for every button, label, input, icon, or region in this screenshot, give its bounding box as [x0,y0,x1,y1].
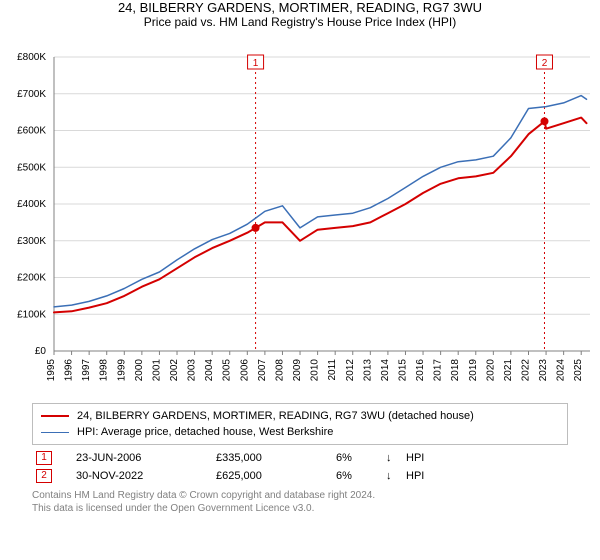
svg-text:£600K: £600K [17,126,46,137]
svg-text:£300K: £300K [17,236,46,247]
svg-text:2011: 2011 [327,359,338,381]
svg-text:2021: 2021 [503,359,514,382]
legend-row: HPI: Average price, detached house, West… [41,424,559,440]
svg-text:2006: 2006 [239,359,250,382]
svg-text:2017: 2017 [433,359,444,382]
legend-label: 24, BILBERRY GARDENS, MORTIMER, READING,… [77,408,474,424]
svg-text:2014: 2014 [380,359,391,382]
event-table: 1 23-JUN-2006£335,0006%↓HPI 2 30-NOV-2022£6… [32,449,568,485]
legend-swatch [41,432,69,433]
event-date: 23-JUN-2006 [72,449,212,467]
svg-text:2024: 2024 [556,359,567,382]
event-row: 1 23-JUN-2006£335,0006%↓HPI [32,449,568,467]
legend-label: HPI: Average price, detached house, West… [77,424,333,440]
svg-text:1998: 1998 [99,359,110,382]
svg-text:2002: 2002 [169,359,180,382]
svg-text:2000: 2000 [134,359,145,382]
svg-text:£400K: £400K [17,199,46,210]
svg-text:2012: 2012 [345,359,356,382]
svg-text:2009: 2009 [292,359,303,382]
event-pct: 6% [332,449,382,467]
event-price: £335,000 [212,449,332,467]
svg-text:£0: £0 [35,346,47,357]
svg-text:2003: 2003 [187,359,198,382]
event-date: 30-NOV-2022 [72,467,212,485]
svg-text:2008: 2008 [274,359,285,382]
arrow-down-icon: ↓ [382,467,402,485]
svg-text:2019: 2019 [468,359,479,382]
svg-text:£500K: £500K [17,162,46,173]
svg-text:2025: 2025 [573,359,584,382]
svg-text:2015: 2015 [397,359,408,382]
legend: 24, BILBERRY GARDENS, MORTIMER, READING,… [32,403,568,445]
svg-text:1999: 1999 [116,359,127,382]
arrow-down-icon: ↓ [382,449,402,467]
event-row: 2 30-NOV-2022£625,0006%↓HPI [32,467,568,485]
svg-text:2007: 2007 [257,359,268,382]
svg-text:2018: 2018 [450,359,461,382]
chart-container: £0 £100K £200K £300K £400K £500K £600K £700K £80… [0,35,600,395]
svg-text:2010: 2010 [310,359,321,382]
event-pct: 6% [332,467,382,485]
legend-swatch [41,415,69,417]
attribution-line1: Contains HM Land Registry data © Crown c… [32,489,568,502]
svg-text:2: 2 [542,58,548,69]
attribution-line2: This data is licensed under the Open Gov… [32,502,568,515]
event-vs: HPI [402,467,568,485]
page-subtitle: Price paid vs. HM Land Registry's House … [0,15,600,29]
svg-text:2020: 2020 [485,359,496,382]
svg-text:1996: 1996 [64,359,75,382]
price-chart: £0 £100K £200K £300K £400K £500K £600K £700K £80… [0,35,600,395]
event-price: £625,000 [212,467,332,485]
svg-text:2004: 2004 [204,359,215,382]
event-vs: HPI [402,449,568,467]
svg-text:£800K: £800K [17,52,46,63]
svg-text:2022: 2022 [520,359,531,382]
svg-text:2013: 2013 [362,359,373,382]
event-marker: 1 [36,451,52,465]
page-title: 24, BILBERRY GARDENS, MORTIMER, READING,… [0,0,600,15]
event-marker: 2 [36,469,52,483]
attribution: Contains HM Land Registry data © Crown c… [32,489,568,515]
svg-text:2023: 2023 [538,359,549,382]
svg-text:2005: 2005 [222,359,233,382]
svg-text:£200K: £200K [17,273,46,284]
svg-text:£700K: £700K [17,89,46,100]
svg-text:2016: 2016 [415,359,426,382]
svg-text:2001: 2001 [151,359,162,382]
svg-text:1995: 1995 [46,359,57,382]
svg-text:1: 1 [253,58,259,69]
svg-text:1997: 1997 [81,359,92,382]
svg-text:£100K: £100K [17,309,46,320]
legend-row: 24, BILBERRY GARDENS, MORTIMER, READING,… [41,408,559,424]
